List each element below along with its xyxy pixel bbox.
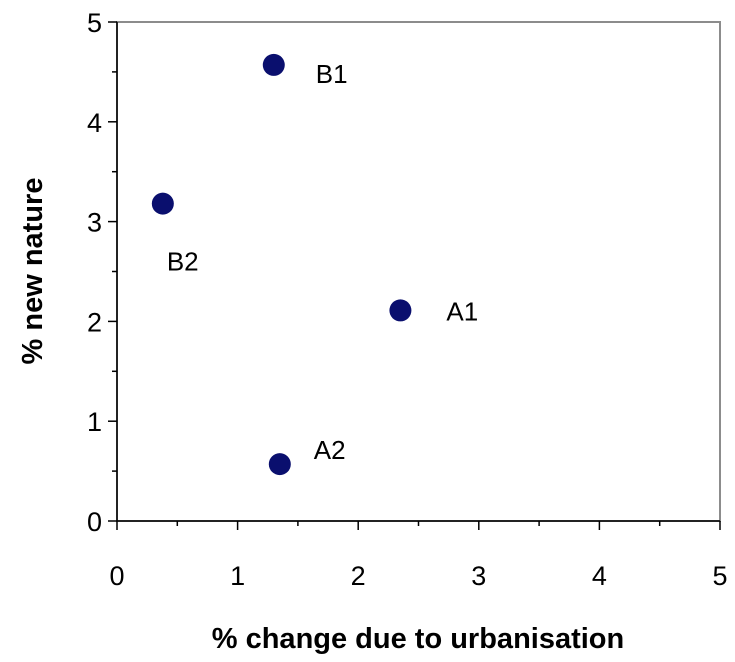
axis-tick-labels: 0 1 2 3 4 5 0 1 2 3 4 5 [87, 8, 728, 591]
y-tick-label: 3 [87, 208, 102, 238]
data-point-a1 [389, 299, 412, 322]
y-tick-label: 2 [87, 307, 102, 337]
y-tick-label: 1 [87, 407, 102, 437]
x-tick-label: 4 [592, 561, 607, 591]
axis-ticks [108, 21, 721, 530]
x-tick-label: 0 [109, 561, 124, 591]
x-tick-label: 3 [471, 561, 486, 591]
x-tick-label: 1 [230, 561, 245, 591]
data-label-a2: A2 [314, 435, 346, 465]
y-tick-label: 4 [87, 108, 102, 138]
y-tick-label: 0 [87, 507, 102, 537]
data-point-b1 [262, 53, 285, 76]
data-point-a2 [268, 453, 291, 476]
y-axis-title: % new nature [17, 178, 49, 365]
y-tick-label: 5 [87, 8, 102, 38]
x-tick-label: 2 [351, 561, 366, 591]
plot-area-frame [116, 21, 721, 522]
x-axis-title: % change due to urbanisation [212, 623, 625, 655]
x-tick-label: 5 [712, 561, 727, 591]
data-point-b2 [151, 192, 174, 215]
data-label-b2: B2 [167, 247, 199, 277]
data-labels: B1 B2 A1 A2 [167, 59, 478, 465]
data-label-a1: A1 [446, 296, 478, 326]
data-label-b1: B1 [316, 59, 348, 89]
data-points [151, 53, 412, 476]
